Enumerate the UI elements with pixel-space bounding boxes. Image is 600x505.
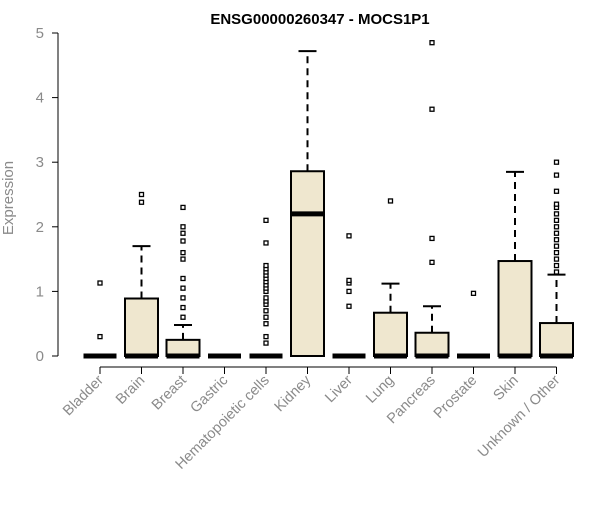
- box-group: [497, 170, 533, 359]
- box-iqr: [124, 297, 159, 358]
- outlier-point: [387, 198, 394, 204]
- boxes: [83, 40, 574, 359]
- outlier-point: [553, 249, 560, 256]
- outlier-point: [180, 230, 186, 236]
- outlier-point: [553, 230, 560, 236]
- outlier-point: [553, 224, 560, 230]
- outlier-point: [180, 314, 186, 320]
- outlier-point: [346, 288, 352, 295]
- outlier-point: [263, 295, 269, 301]
- box-group: [124, 191, 159, 359]
- outlier-point: [346, 303, 352, 309]
- outlier-point: [263, 308, 269, 314]
- outlier-point: [470, 290, 477, 296]
- outlier-point: [263, 333, 269, 340]
- x-tick-label: Lung: [363, 373, 397, 407]
- outlier-point: [263, 240, 269, 246]
- outlier-point: [553, 188, 560, 194]
- box-group: [290, 50, 325, 357]
- x-tick-label: Brain: [113, 373, 148, 408]
- outlier-point: [263, 262, 269, 269]
- box-iqr: [290, 170, 325, 357]
- outlier-point: [138, 191, 145, 198]
- x-tick-label: Breast: [149, 373, 190, 414]
- box-iqr: [414, 331, 450, 357]
- x-tick-label: Liver: [322, 372, 356, 406]
- outlier-point: [553, 262, 560, 269]
- x-tick-label: Kidney: [272, 372, 315, 415]
- box-group: [249, 217, 283, 359]
- x-tick-label: Prostate: [431, 373, 480, 422]
- outlier-point: [180, 275, 186, 282]
- box-group: [165, 204, 201, 359]
- outlier-point: [180, 304, 186, 311]
- outlier-point: [553, 172, 560, 178]
- box-group: [332, 233, 366, 359]
- box-group: [457, 290, 490, 359]
- outlier-point: [180, 256, 186, 262]
- x-tick-label: Bladder: [60, 372, 107, 419]
- outlier-point: [429, 106, 435, 112]
- outlier-point: [553, 269, 560, 275]
- outlier-point: [553, 159, 560, 165]
- y-tick-label: 3: [36, 154, 44, 171]
- outlier-point: [263, 340, 269, 346]
- outlier-point: [553, 256, 560, 262]
- outlier-point: [138, 199, 145, 205]
- box-iqr: [373, 311, 408, 357]
- outlier-point: [180, 224, 186, 230]
- box-group: [539, 159, 574, 359]
- outlier-point: [97, 333, 103, 340]
- outlier-point: [553, 217, 560, 223]
- y-axis-label: Expression: [0, 161, 17, 235]
- y-tick-label: 2: [36, 219, 44, 236]
- outlier-point: [553, 201, 560, 207]
- outlier-point: [180, 238, 186, 244]
- outlier-point: [180, 204, 186, 211]
- outlier-point: [429, 259, 435, 265]
- outlier-point: [263, 314, 269, 320]
- y-tick-label: 4: [36, 90, 44, 107]
- outlier-point: [97, 280, 103, 286]
- chart-title: ENSG00000260347 - MOCS1P1: [210, 11, 429, 28]
- outlier-point: [263, 217, 269, 223]
- outlier-point: [180, 285, 186, 291]
- outlier-point: [346, 233, 352, 239]
- y-tick-label: 0: [36, 348, 44, 365]
- box-iqr: [497, 260, 533, 357]
- outlier-point: [429, 40, 435, 46]
- box-group: [373, 198, 408, 359]
- x-tick-label: Skin: [491, 373, 522, 404]
- outlier-point: [429, 235, 435, 242]
- outlier-point: [553, 237, 560, 243]
- box-group: [414, 40, 450, 359]
- y-tick-label: 5: [36, 25, 44, 42]
- outlier-point: [180, 249, 186, 256]
- box-group: [83, 280, 117, 359]
- outlier-point: [553, 243, 560, 249]
- outlier-point: [263, 321, 269, 327]
- box-iqr: [539, 322, 574, 357]
- outlier-point: [346, 277, 352, 284]
- y-tick-label: 1: [36, 283, 44, 300]
- outlier-point: [553, 211, 560, 217]
- outlier-point: [180, 295, 186, 301]
